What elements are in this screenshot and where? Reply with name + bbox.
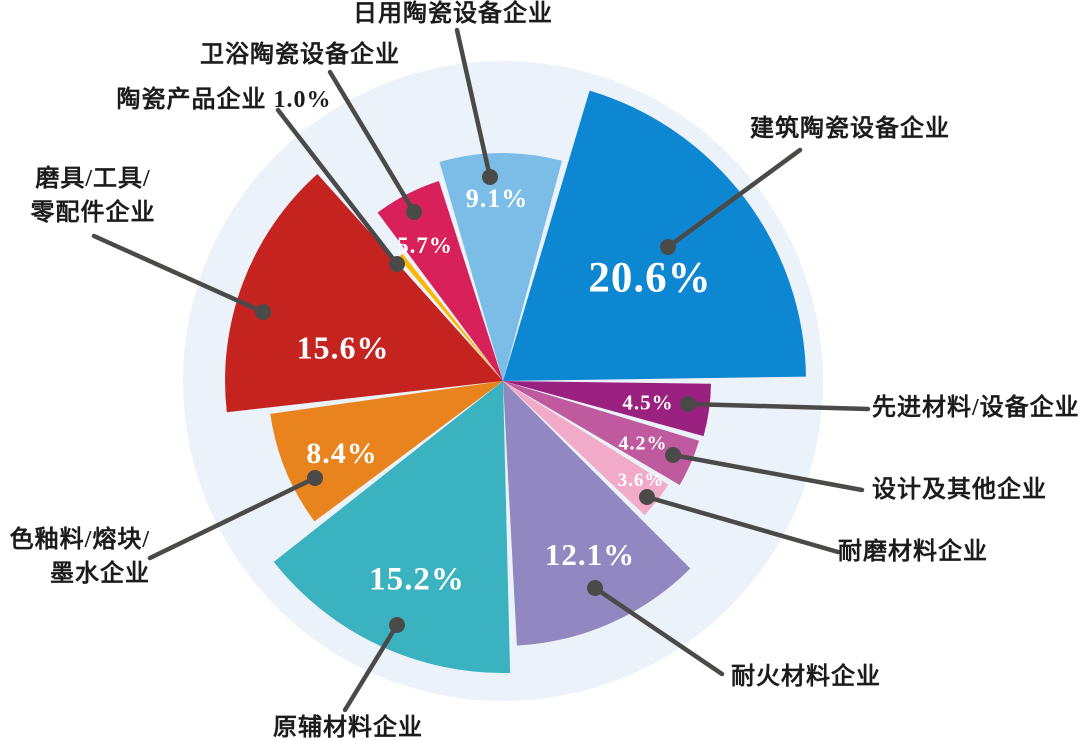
value-label-design-and-others: 4.2%: [618, 432, 668, 455]
leader-dot-wear-resistant-materials: [639, 489, 655, 505]
value-label-wear-resistant-materials: 3.6%: [617, 470, 665, 491]
value-label-daily-ceramic-equipment: 9.1%: [465, 184, 529, 213]
leader-line-daily-ceramic-equipment: [454, 27, 493, 180]
wedge-ceramic-products: [398, 253, 503, 381]
leader-dot-advanced-materials-equipment: [680, 396, 696, 412]
wedge-sanitary-ceramic-equipment: [377, 181, 503, 381]
leader-line-glaze-frit-ink: [147, 475, 318, 561]
category-label-sanitary-ceramic-equipment: 卫浴陶瓷设备企业: [200, 42, 400, 68]
leader-line-ceramic-products: [275, 107, 400, 267]
value-label-glaze-frit-ink: 8.4%: [306, 437, 378, 470]
leader-dot-ceramic-products: [389, 256, 405, 272]
leader-dot-building-ceramic-equipment: [660, 239, 676, 255]
leader-dot-daily-ceramic-equipment: [482, 169, 498, 185]
leader-line-building-ceramic-equipment: [665, 147, 803, 250]
category-label-building-ceramic-equipment: 建筑陶瓷设备企业: [750, 116, 950, 142]
wedge-glaze-frit-ink: [270, 381, 503, 522]
wedge-advanced-materials-equipment: [503, 381, 711, 437]
category-label-wear-resistant-materials: 耐磨材料企业: [838, 539, 988, 565]
leader-line-wear-resistant-materials: [644, 494, 841, 555]
category-label-raw-auxiliary-materials: 原辅材料企业: [273, 715, 423, 741]
category-label-abrasives-tools-parts: 磨具/工具/ 零配件企业: [30, 166, 156, 226]
leader-line-design-and-others: [670, 452, 865, 493]
leader-line-refractory-materials: [592, 585, 725, 677]
leader-dot-raw-auxiliary-materials: [389, 617, 405, 633]
leader-line-raw-auxiliary-materials: [342, 622, 400, 713]
category-label-ceramic-products: 陶瓷产品企业 1.0%: [116, 87, 332, 113]
value-label-building-ceramic-equipment: 20.6%: [588, 254, 712, 302]
wedge-design-and-others: [503, 381, 700, 485]
category-label-daily-ceramic-equipment: 日用陶瓷设备企业: [353, 1, 553, 27]
wedge-refractory-materials: [503, 381, 691, 646]
value-label-abrasives-tools-parts: 15.6%: [296, 329, 390, 366]
leader-line-sanitary-ceramic-equipment: [327, 69, 417, 215]
leader-line-abrasives-tools-parts: [91, 233, 266, 315]
value-label-advanced-materials-equipment: 4.5%: [622, 390, 674, 415]
wedge-wear-resistant-materials: [503, 381, 669, 516]
leader-dot-abrasives-tools-parts: [255, 304, 271, 320]
leader-dot-design-and-others: [665, 447, 681, 463]
category-label-design-and-others: 设计及其他企业: [872, 477, 1047, 503]
wedge-daily-ceramic-equipment: [439, 153, 562, 381]
category-label-advanced-materials-equipment: 先进材料/设备企业: [872, 395, 1080, 421]
category-label-refractory-materials: 耐火材料企业: [731, 664, 881, 690]
category-label-glaze-frit-ink: 色釉料/熔块/ 墨水企业: [9, 527, 150, 587]
leader-dot-refractory-materials: [587, 580, 603, 596]
value-label-sanitary-ceramic-equipment: 5.7%: [397, 233, 453, 258]
value-label-refractory-materials: 12.1%: [544, 537, 636, 572]
leader-line-advanced-materials-equipment: [685, 401, 871, 412]
wedge-building-ceramic-equipment: [503, 90, 806, 381]
wedge-raw-auxiliary-materials: [273, 381, 511, 673]
wedge-abrasives-tools-parts: [225, 174, 504, 413]
leader-dot-sanitary-ceramic-equipment: [406, 204, 422, 220]
value-label-raw-auxiliary-materials: 15.2%: [369, 561, 465, 598]
leader-dot-glaze-frit-ink: [307, 470, 323, 486]
